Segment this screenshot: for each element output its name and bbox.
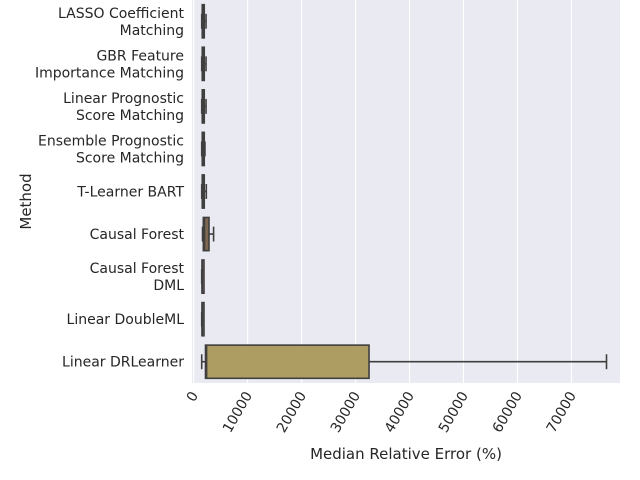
box-7	[200, 301, 205, 337]
x-tick-label: 30000	[328, 389, 364, 436]
box-0	[200, 3, 207, 39]
x-tick-label: 0	[184, 389, 202, 405]
y-tick-label: Linear Prognostic Score Matching	[63, 91, 184, 124]
y-axis-label: Method	[17, 173, 35, 229]
y-tick-label: Ensemble Prognostic Score Matching	[38, 133, 184, 166]
y-tick-label: Causal Forest DML	[90, 261, 185, 294]
box-4	[200, 174, 208, 209]
box-iqr	[204, 344, 370, 380]
y-tick-label: Linear DRLearner	[62, 355, 184, 371]
plot-area	[192, 0, 620, 383]
box-8	[200, 344, 608, 380]
x-tick-label: 40000	[382, 389, 418, 436]
x-tick-label: 60000	[490, 389, 526, 436]
grid-lines	[193, 0, 572, 383]
y-tick-label: Causal Forest	[90, 227, 185, 243]
x-tick-label: 70000	[544, 389, 580, 436]
box-2	[200, 88, 207, 124]
y-tick-label: GBR Feature Importance Matching	[35, 48, 184, 81]
box-5	[201, 216, 215, 252]
x-tick-label: 10000	[220, 389, 256, 436]
box-1	[200, 46, 207, 82]
x-tick-labels: 0 10000 20000 30000 40000 50000 60000 70000	[184, 389, 580, 436]
boxes	[200, 3, 608, 380]
box-6	[200, 259, 205, 295]
x-tick-label: 50000	[436, 389, 472, 436]
box-3	[200, 131, 206, 167]
x-axis-label: Median Relative Error (%)	[310, 445, 502, 463]
y-tick-labels: LASSO Coefficient Matching GBR Feature Impo…	[35, 6, 185, 371]
y-tick-label: LASSO Coefficient Matching	[58, 6, 185, 39]
y-tick-label: T-Learner BART	[76, 185, 184, 201]
x-tick-label: 20000	[274, 389, 310, 436]
box-iqr	[202, 216, 210, 252]
y-tick-label: Linear DoubleML	[67, 312, 185, 328]
